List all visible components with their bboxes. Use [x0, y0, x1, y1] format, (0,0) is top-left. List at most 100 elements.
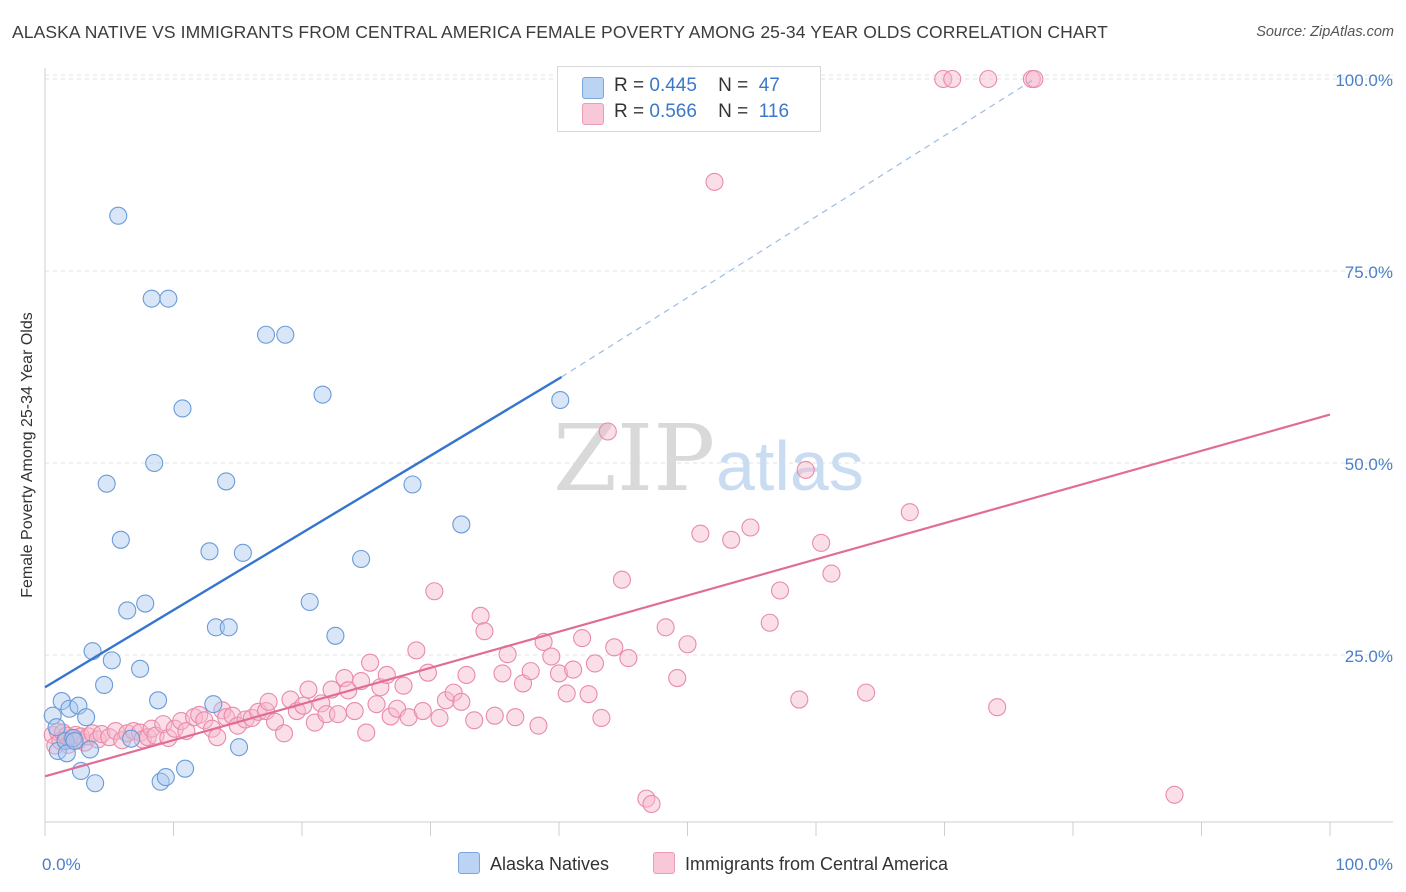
point-immigrants	[506, 708, 525, 727]
point-alaska-natives	[86, 774, 105, 793]
point-alaska-natives	[204, 695, 223, 714]
point-immigrants	[979, 69, 998, 89]
legend-label: Alaska Natives	[490, 854, 610, 874]
point-immigrants	[822, 564, 841, 583]
point-immigrants	[605, 638, 624, 657]
point-immigrants	[812, 533, 831, 552]
point-alaska-natives	[122, 729, 141, 748]
point-immigrants	[430, 708, 449, 728]
point-alaska-natives	[219, 618, 238, 637]
point-immigrants	[190, 705, 209, 724]
point-immigrants	[619, 649, 638, 668]
point-immigrants	[678, 635, 697, 654]
point-immigrants	[485, 706, 504, 725]
point-alaska-natives	[118, 601, 137, 620]
point-immigrants	[900, 503, 919, 522]
point-immigrants	[154, 715, 173, 734]
point-immigrants	[585, 654, 605, 673]
point-immigrants	[668, 668, 687, 688]
legend-label: Immigrants from Central America	[685, 854, 949, 874]
legend-n-value: 116	[758, 101, 790, 122]
point-alaska-natives	[43, 706, 62, 725]
point-immigrants	[452, 692, 471, 711]
point-immigrants	[579, 685, 598, 704]
point-alaska-natives	[300, 592, 319, 612]
point-alaska-natives	[102, 651, 121, 670]
point-immigrants	[436, 691, 455, 710]
trend-lines	[44, 78, 1331, 778]
legend-swatch-immigrants	[653, 852, 675, 874]
point-immigrants	[444, 683, 463, 702]
point-alaska-natives	[200, 542, 219, 561]
point-alaska-natives	[64, 728, 83, 747]
point-alaska-natives	[233, 543, 252, 562]
x-tick-label-max: 100.0%	[1335, 855, 1393, 874]
x-tick-label-min: 0.0%	[42, 855, 81, 874]
legend-swatch-immigrants	[582, 103, 604, 125]
legend-swatch-alaska-natives	[582, 77, 604, 99]
y-tick-label: 25.0%	[1345, 647, 1393, 666]
point-immigrants	[943, 69, 962, 89]
point-immigrants	[598, 422, 617, 441]
point-immigrants	[549, 664, 569, 683]
point-alaska-natives	[352, 549, 371, 569]
point-immigrants	[493, 664, 512, 683]
bottom-legend-alaska-natives[interactable]: Alaska Natives	[458, 852, 609, 875]
point-immigrants	[790, 690, 809, 709]
point-immigrants	[592, 708, 611, 728]
point-immigrants	[328, 705, 348, 724]
point-immigrants	[457, 665, 476, 685]
point-immigrants	[637, 789, 656, 808]
point-immigrants	[521, 662, 540, 681]
point-immigrants	[564, 660, 583, 679]
tick-labels: 25.0% 50.0% 75.0% 100.0% 0.0% 100.0%	[42, 71, 1393, 874]
legend-swatch-alaska-natives	[458, 852, 480, 874]
watermark-zip: ZIP	[553, 405, 715, 512]
point-alaska-natives	[109, 206, 128, 225]
point-alaska-natives	[149, 691, 168, 710]
point-alaska-natives	[173, 399, 192, 418]
y-tick-label: 75.0%	[1345, 263, 1393, 282]
point-alaska-natives	[452, 515, 471, 534]
watermark-atlas: atlas	[716, 427, 864, 505]
point-immigrants	[705, 172, 724, 191]
trend-line-immigrants	[44, 413, 1331, 778]
legend: R = 0.445 N = 47 R = 0.566 N = 116	[557, 66, 821, 132]
point-immigrants	[722, 530, 741, 549]
point-immigrants	[691, 524, 710, 543]
point-alaska-natives	[156, 768, 175, 787]
point-alaska-natives	[136, 594, 155, 613]
point-immigrants	[274, 724, 294, 743]
point-alaska-natives	[145, 453, 164, 473]
point-alaska-natives	[97, 474, 116, 493]
point-alaska-natives	[65, 731, 84, 751]
point-immigrants	[1025, 69, 1044, 89]
point-alaska-natives	[159, 289, 178, 308]
point-immigrants	[573, 629, 592, 648]
point-alaska-natives	[176, 759, 195, 778]
point-immigrants	[413, 702, 432, 721]
legend-n-value: 47	[758, 75, 780, 96]
point-alaska-natives	[111, 530, 130, 549]
point-immigrants	[770, 581, 790, 600]
point-immigrants	[988, 698, 1007, 717]
point-alaska-natives	[551, 390, 570, 410]
point-immigrants	[475, 622, 494, 641]
point-alaska-natives	[142, 289, 161, 308]
point-immigrants	[208, 728, 227, 747]
point-immigrants	[465, 711, 484, 730]
point-immigrants	[407, 641, 426, 660]
point-alaska-natives	[83, 642, 102, 661]
data-points	[43, 69, 1184, 814]
point-alaska-natives	[95, 675, 114, 695]
point-immigrants	[259, 692, 278, 711]
point-immigrants	[796, 460, 815, 479]
axes	[44, 68, 1393, 836]
point-alaska-natives	[313, 385, 332, 404]
legend-n-label: N =	[718, 101, 749, 122]
point-immigrants	[529, 716, 548, 735]
trend-extension-alaska-natives	[561, 78, 1035, 378]
bottom-legend-immigrants[interactable]: Immigrants from Central America	[653, 852, 948, 875]
point-alaska-natives	[47, 718, 66, 737]
